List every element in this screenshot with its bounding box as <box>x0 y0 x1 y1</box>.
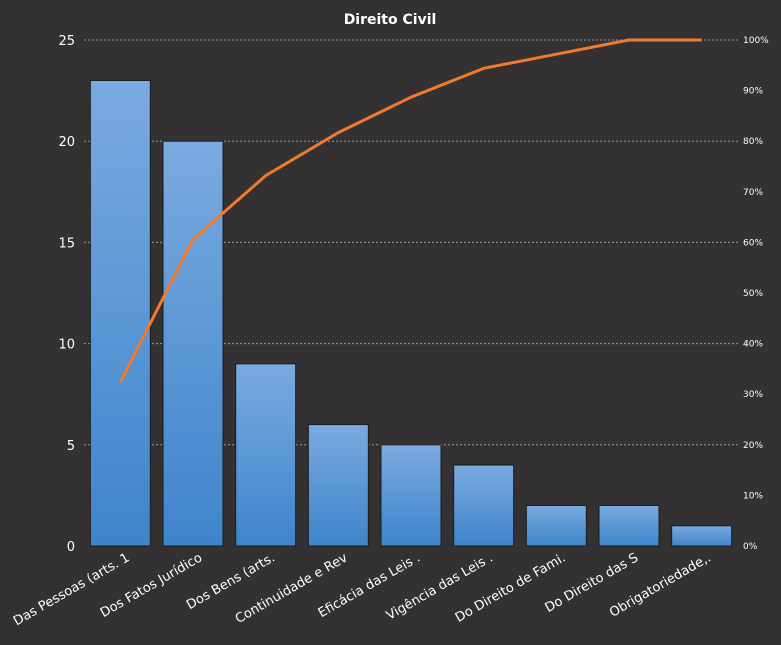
bar <box>525 505 587 547</box>
y2-tick-label: 60% <box>743 238 763 248</box>
bar <box>598 505 660 547</box>
bar <box>307 424 369 547</box>
y2-tick-label: 70% <box>743 188 763 198</box>
y-tick-label: 20 <box>58 135 75 150</box>
bar <box>453 464 515 547</box>
y-tick-label: 25 <box>58 34 75 49</box>
y2-tick-label: 30% <box>743 390 763 400</box>
bars <box>89 79 733 547</box>
y2-axis: 0% 10% 20% 30% 40% 50% 60% 70% 80% 90% 100% <box>743 36 769 552</box>
y2-tick-label: 0% <box>743 542 758 552</box>
bar <box>235 363 297 547</box>
bar <box>89 79 151 547</box>
bar <box>162 140 224 547</box>
y2-tick-label: 100% <box>743 36 769 46</box>
y-tick-label: 0 <box>67 540 75 555</box>
y-tick-label: 5 <box>67 439 75 454</box>
bar <box>380 444 442 547</box>
y-axis: 0 5 10 15 20 25 <box>58 34 75 555</box>
x-tick-label: Das Pessoas (arts. 1 <box>11 550 132 629</box>
y2-tick-label: 90% <box>743 87 763 97</box>
y2-tick-label: 10% <box>743 491 763 501</box>
y2-tick-label: 50% <box>743 289 763 299</box>
y2-tick-label: 40% <box>743 340 763 350</box>
cumulative-line <box>118 38 702 383</box>
cumulative-line-path <box>118 38 702 383</box>
y-tick-label: 10 <box>58 338 75 353</box>
y2-tick-label: 20% <box>743 441 763 451</box>
y-tick-label: 15 <box>58 236 75 251</box>
chart-title: Direito Civil <box>344 12 437 28</box>
y2-tick-label: 80% <box>743 137 763 147</box>
bar <box>671 525 733 547</box>
